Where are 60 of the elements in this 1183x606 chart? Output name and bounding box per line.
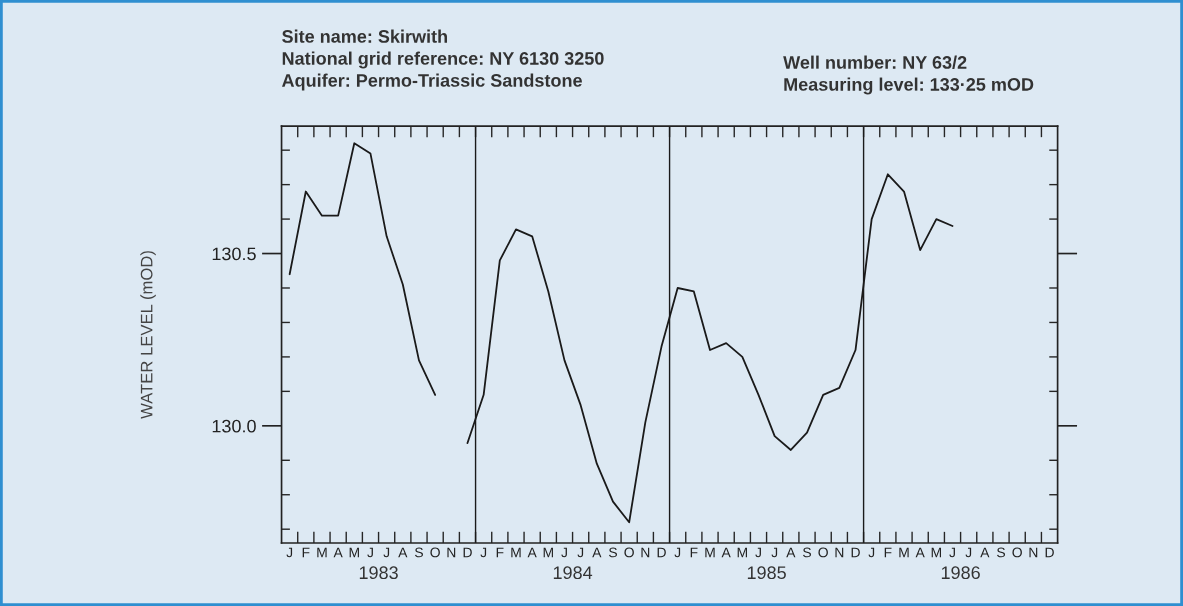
x-tick-label: J — [755, 547, 761, 558]
x-tick-label: D — [1045, 547, 1054, 558]
x-tick-label: S — [997, 547, 1006, 558]
x-tick-label: J — [771, 547, 778, 558]
x-tick-label: M — [349, 547, 359, 558]
x-tick-label: A — [398, 547, 408, 558]
x-tick-label: N — [447, 547, 456, 558]
x-tick-label: M — [543, 547, 553, 558]
x-tick-label: J — [383, 547, 390, 558]
x-tick-label: M — [931, 547, 941, 558]
y-tick-label: 130.0 — [212, 419, 256, 433]
x-tick-label: M — [899, 547, 909, 558]
x-tick-label: F — [884, 547, 892, 558]
x-tick-label: A — [786, 547, 796, 558]
x-tick-label: J — [577, 547, 584, 558]
x-tick-label: A — [527, 547, 537, 558]
x-tick-label: M — [705, 547, 715, 558]
x-tick-label: F — [302, 547, 310, 558]
x-tick-label: M — [737, 547, 747, 558]
x-tick-label: J — [367, 547, 373, 558]
x-tick-label: J — [561, 547, 567, 558]
x-tick-label: S — [414, 547, 423, 558]
x-tick-label: A — [915, 547, 925, 558]
x-tick-label: N — [835, 547, 844, 558]
y-axis-title: WATER LEVEL (mOD) — [140, 251, 156, 419]
x-tick-label: A — [592, 547, 602, 558]
x-tick-label: J — [868, 547, 875, 558]
x-tick-label: O — [1012, 547, 1022, 558]
x-tick-label: J — [674, 547, 681, 558]
x-tick-label: N — [641, 547, 650, 558]
x-tick-label: J — [286, 547, 293, 558]
x-tick-label: F — [690, 547, 698, 558]
x-tick-label: N — [1029, 547, 1038, 558]
x-tick-label: D — [851, 547, 860, 558]
x-tick-label: A — [721, 547, 731, 558]
x-tick-label: O — [430, 547, 440, 558]
x-tick-label: D — [657, 547, 666, 558]
text: 1985 — [747, 566, 786, 580]
x-tick-label: J — [480, 547, 487, 558]
text: 1984 — [553, 566, 593, 580]
text: Aquifer: Permo-Triassic Sandstone — [282, 73, 582, 91]
text: Site name: Skirwith — [282, 29, 447, 43]
text: 1983 — [359, 566, 398, 580]
x-tick-label: A — [980, 547, 990, 558]
x-tick-label: J — [965, 547, 972, 558]
x-tick-label: S — [608, 547, 617, 558]
x-tick-label: O — [818, 547, 828, 558]
text: 1986 — [941, 566, 980, 580]
x-tick-label: M — [317, 547, 327, 558]
x-tick-label: O — [624, 547, 634, 558]
x-tick-label: A — [333, 547, 343, 558]
x-tick-label: M — [511, 547, 521, 558]
text: Well number: NY 63/2 — [783, 55, 967, 70]
text: National grid reference: NY 6130 3250 — [282, 51, 604, 69]
y-tick-label: 130.5 — [212, 247, 256, 261]
x-tick-label: F — [496, 547, 504, 558]
x-tick-label: S — [803, 547, 811, 558]
x-tick-label: J — [949, 547, 955, 558]
x-tick-label: D — [463, 547, 472, 558]
text: Measuring level: 133·25 mOD — [784, 77, 1034, 95]
